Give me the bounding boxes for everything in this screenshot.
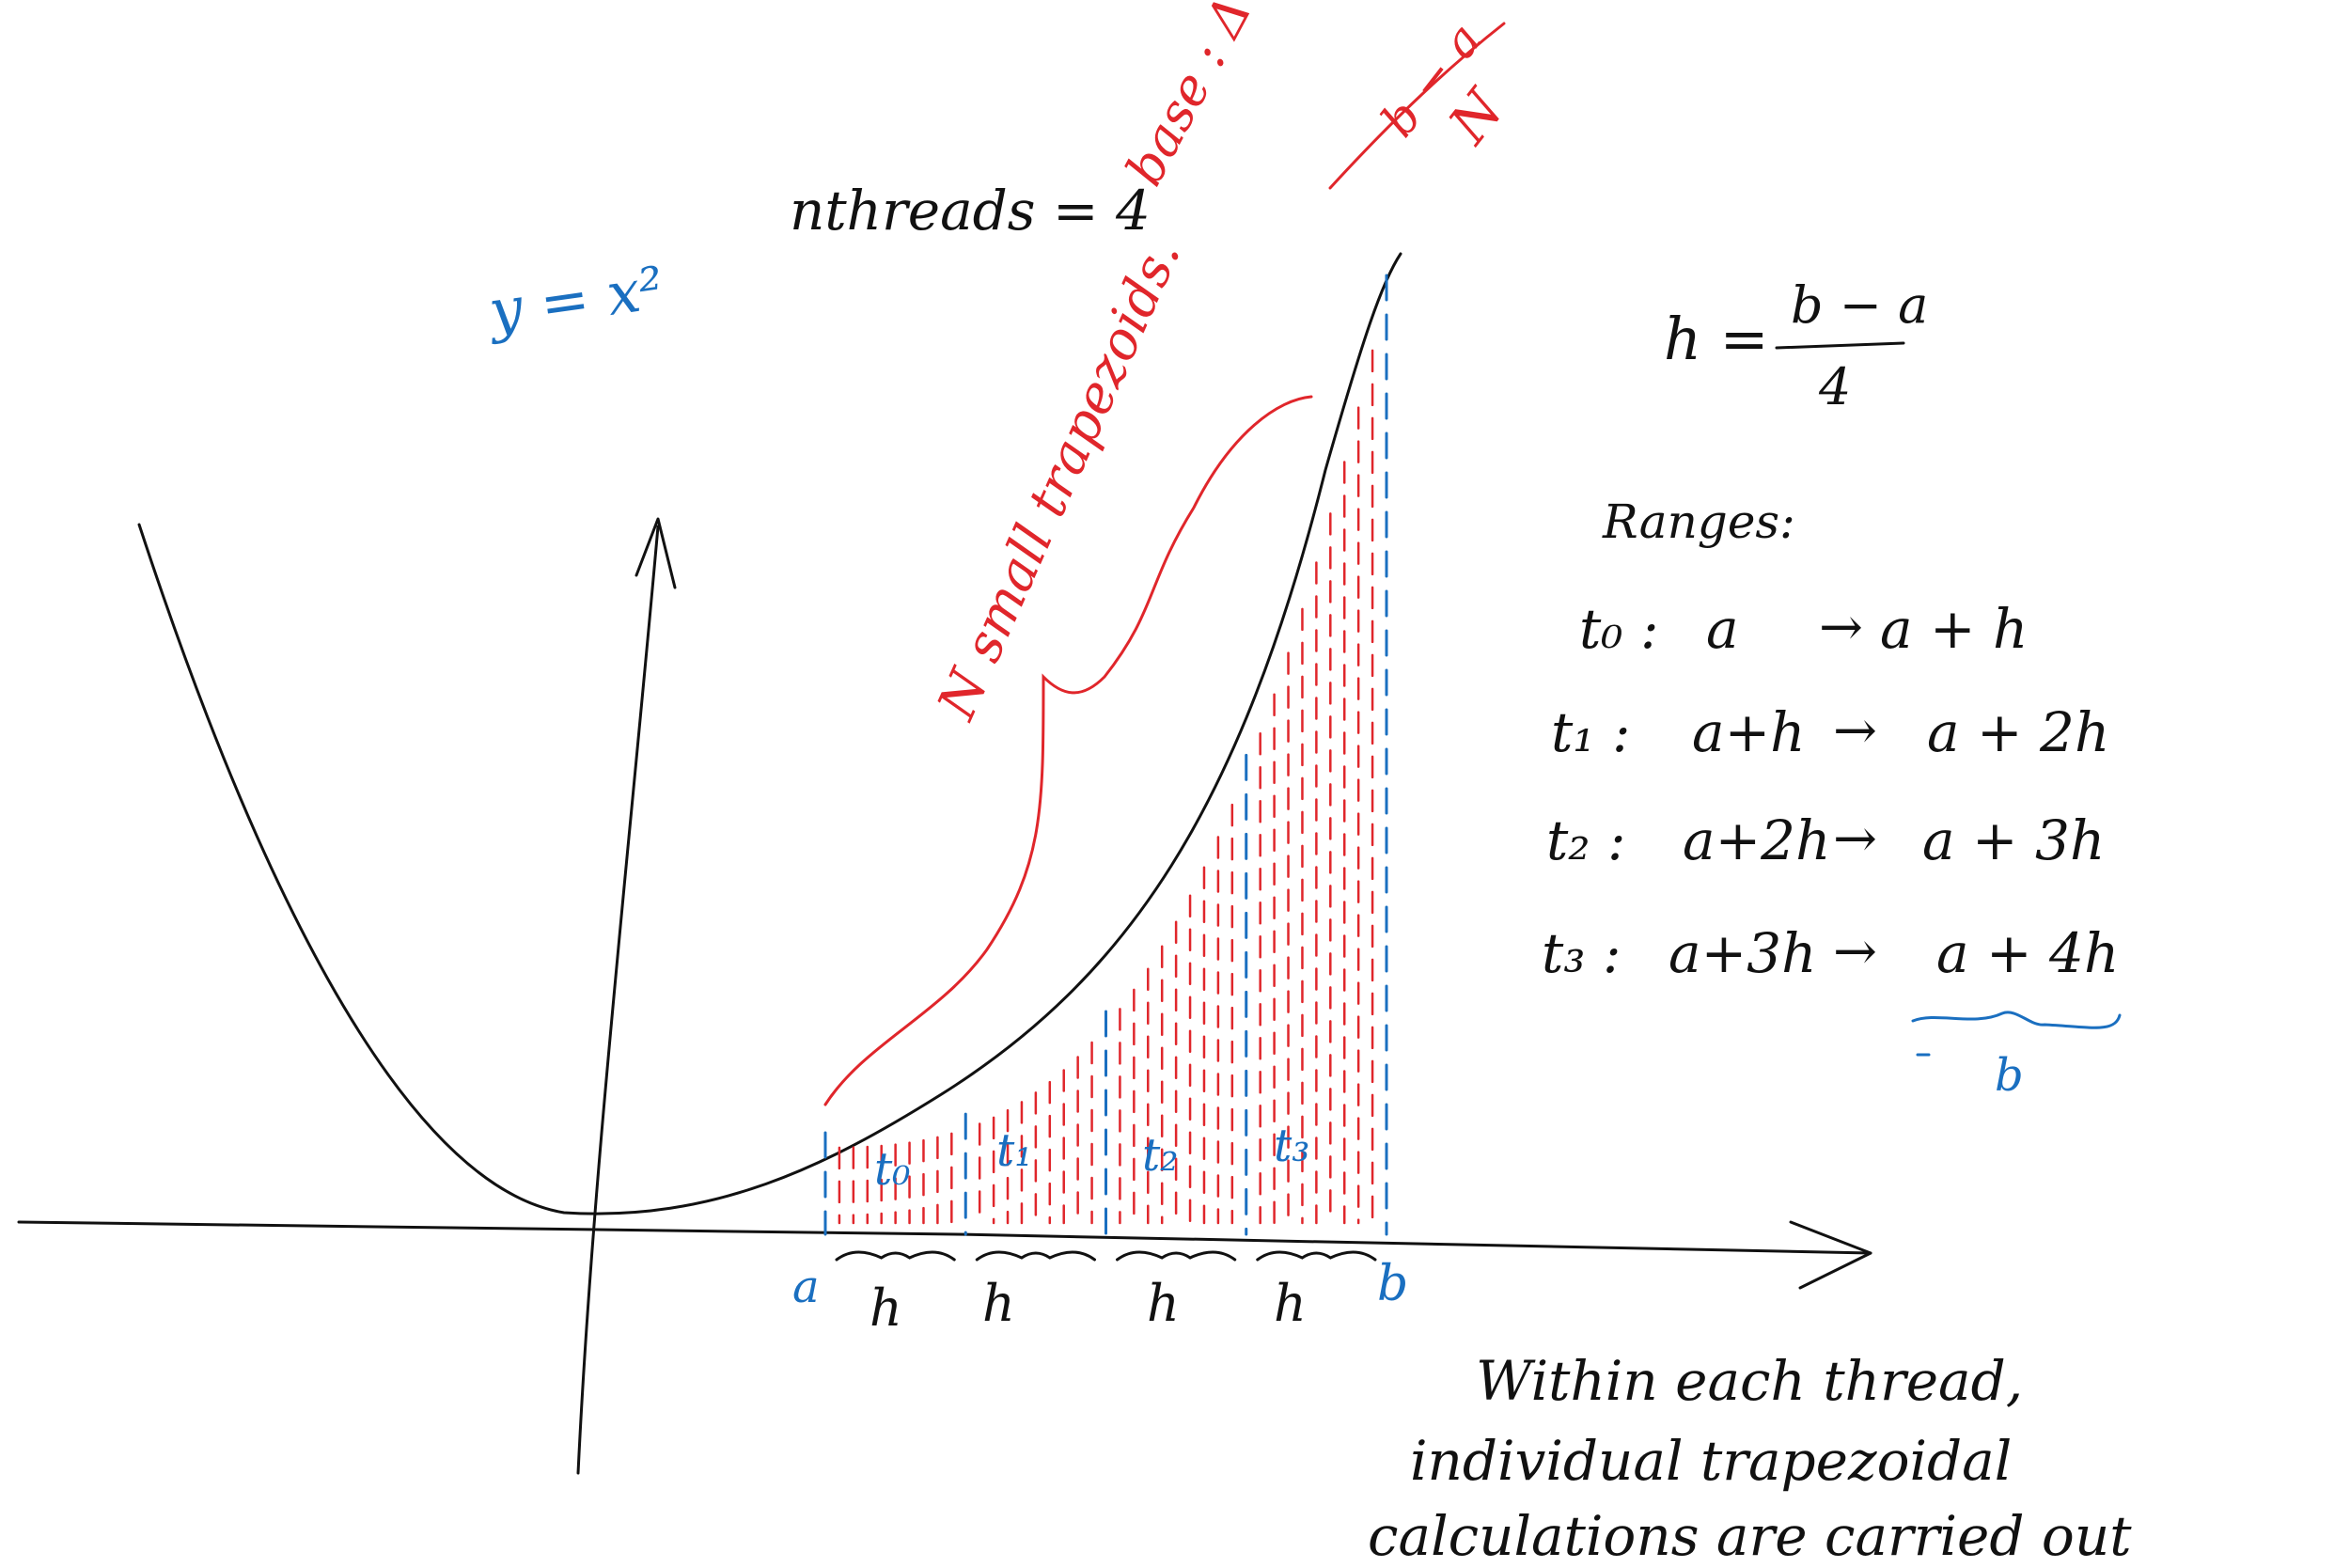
range-to-1: a + 2h [1927,700,2110,764]
range-thread-1: t₁ : [1551,700,1631,764]
range-thread-3: t₃ : [1542,921,1622,985]
range-from-3: a+3h [1668,921,1817,985]
thread-width-label-0: h [870,1278,902,1338]
ranges-title: Ranges: [1603,494,1795,549]
x-axis [17,1220,1872,1255]
range-to-2: a + 3h [1922,808,2106,872]
thread-width-brace [1116,1250,1237,1262]
base-fraction-line [1328,22,1506,190]
range-thread-0: t₀ : [1579,597,1659,661]
range-to-3: a + 4h [1936,921,2120,985]
note-line-1: Within each thread, [1476,1349,2024,1413]
thread-label-3: t₃ [1274,1120,1310,1172]
range-thread-2: t₂ : [1546,808,1626,872]
range-from-1: a+h [1692,700,1806,764]
range-arrow-icon: → [1833,921,1877,982]
thread-width-label-2: h [1147,1274,1180,1333]
trapezoids-brace [823,395,1313,1106]
thread-width-brace [975,1250,1096,1262]
thread-width-label-1: h [982,1274,1015,1333]
thread-label-2: t₂ [1142,1129,1179,1182]
range-from-2: a+2h [1683,808,1831,872]
range-arrow-icon: → [1833,808,1877,870]
range-arrow-icon: → [1819,597,1863,658]
brace-b-label: b [1995,1049,2024,1102]
thread-label-1: t₁ [996,1124,1033,1177]
thread-label-0: t₀ [874,1143,911,1196]
range-from-0: a [1706,597,1739,661]
y-axis-arrowhead [634,517,677,589]
x-axis-arrowhead [1789,1220,1872,1290]
h-definition-prefix: h = [1664,305,1769,373]
h-denominator: 4 [1819,357,1852,416]
b-brace [1911,1011,2122,1029]
h-fraction-line [1775,341,1905,350]
range-to-0: a + h [1880,597,2029,661]
h-numerator: b − a [1791,275,1929,335]
thread-width-label-3: h [1274,1274,1307,1333]
axis-a-label: a [792,1261,820,1313]
y-axis [576,525,660,1475]
thread-width-brace [835,1250,956,1262]
range-arrow-icon: → [1833,700,1877,761]
thread-width-brace [1256,1250,1377,1262]
parabola-curve [137,252,1402,1215]
nthreads-label: nthreads = 4 [790,179,1151,243]
note-line-3: calculations are carried out [1368,1504,2132,1568]
axis-b-label: b [1377,1256,1409,1312]
trapezoid-lines [823,274,1388,1262]
note-line-2: individual trapezoidal [1410,1429,2013,1493]
